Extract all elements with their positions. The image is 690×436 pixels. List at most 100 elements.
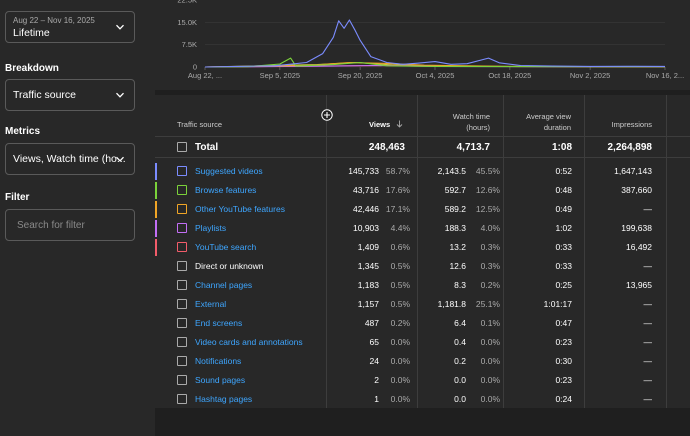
traffic-source-link[interactable]: Other YouTube features [195, 204, 285, 214]
series-color-bar [155, 220, 157, 237]
avg-duration-value: 0:47 [555, 318, 572, 328]
views-value: 24 [369, 356, 379, 366]
avg-duration-value: 0:30 [555, 356, 572, 366]
series-color-bar [155, 163, 157, 180]
views-percent: 4.4% [390, 223, 410, 233]
traffic-source-link[interactable]: Channel pages [195, 280, 253, 290]
table-row: Hashtag pages 1 0.0% 0.0 0.0% 0:24 — [155, 390, 690, 409]
impressions-value: — [643, 299, 653, 309]
total-impressions: 2,264,898 [607, 142, 653, 153]
row-checkbox[interactable] [177, 242, 187, 252]
breakdown-label: Breakdown [5, 63, 59, 74]
watch-time-percent: 0.3% [480, 261, 500, 271]
views-value: 43,716 [353, 185, 379, 195]
row-checkbox[interactable] [177, 318, 187, 328]
total-label: Total [195, 142, 219, 153]
chevron-down-icon [116, 156, 124, 162]
avg-duration-value: 0:25 [555, 280, 572, 290]
column-divider [326, 95, 327, 408]
table-row: Suggested videos 145,733 58.7% 2,143.5 45.5%… [155, 162, 690, 181]
watch-time-value: 12.6 [449, 261, 466, 271]
series-color-bar [155, 182, 157, 199]
row-checkbox[interactable] [177, 356, 187, 366]
row-checkbox[interactable] [177, 185, 187, 195]
header-views[interactable]: Views [369, 120, 403, 159]
watch-time-value: 8.3 [454, 280, 466, 290]
views-percent: 58.7% [385, 166, 410, 176]
header-avg-view-duration[interactable]: Average view duration [510, 111, 571, 150]
row-checkbox[interactable] [177, 394, 187, 404]
header-avd-line2: duration [543, 123, 571, 132]
views-value: 10,903 [353, 223, 379, 233]
views-percent: 0.5% [390, 261, 410, 271]
watch-time-value: 188.3 [444, 223, 466, 233]
arrow-down-icon [396, 120, 403, 128]
views-line-chart: 22.5K 0 7.5K 15.0K Aug 22, ... Sep 5, 2025 Sep… [155, 0, 690, 90]
metrics-select[interactable]: Views, Watch time (ho... [5, 143, 135, 175]
views-percent: 0.5% [390, 280, 410, 290]
impressions-value: — [643, 394, 653, 404]
x-tick-label: Aug 22, ... [188, 71, 222, 80]
table-row: End screens 487 0.2% 6.4 0.1% 0:47 — [155, 314, 690, 333]
traffic-source-link[interactable]: Sound pages [195, 375, 246, 385]
y-tick-label: 0 [193, 63, 197, 72]
views-value: 1,157 [357, 299, 379, 309]
column-divider [417, 95, 418, 408]
chart-svg: 22.5K 0 7.5K 15.0K Aug 22, ... Sep 5, 2025 Sep… [177, 0, 684, 80]
total-checkbox[interactable] [177, 142, 187, 152]
watch-time-percent: 0.0% [480, 356, 500, 366]
impressions-value: 387,660 [621, 185, 652, 195]
table-row: Channel pages 1,183 0.5% 8.3 0.2% 0:25 13,965 [155, 276, 690, 295]
watch-time-value: 589.2 [444, 204, 466, 214]
y-tick-label: 22.5K [177, 0, 197, 5]
traffic-source-link[interactable]: End screens [195, 318, 243, 328]
impressions-value: — [643, 356, 653, 366]
row-checkbox[interactable] [177, 337, 187, 347]
row-checkbox[interactable] [177, 204, 187, 214]
table-row: Notifications 24 0.0% 0.2 0.0% 0:30 — [155, 352, 690, 371]
filter-search-input[interactable] [5, 209, 135, 241]
avg-duration-value: 0:49 [555, 204, 572, 214]
row-checkbox[interactable] [177, 299, 187, 309]
sidebar: Aug 22 – Nov 16, 2025 Lifetime Breakdown… [0, 0, 148, 436]
traffic-source-link[interactable]: Playlists [195, 223, 227, 233]
avg-duration-value: 0:24 [555, 394, 572, 404]
row-checkbox[interactable] [177, 280, 187, 290]
traffic-source-link[interactable]: External [195, 299, 227, 309]
row-checkbox[interactable] [177, 166, 187, 176]
header-watch-time[interactable]: Watch time (hours) [427, 111, 490, 150]
impressions-value: 199,638 [621, 223, 652, 233]
traffic-source-link[interactable]: Hashtag pages [195, 394, 253, 404]
breakdown-select[interactable]: Traffic source [5, 79, 135, 111]
column-divider [584, 95, 585, 408]
date-range-select[interactable]: Aug 22 – Nov 16, 2025 Lifetime [5, 11, 135, 43]
watch-time-value: 6.4 [454, 318, 466, 328]
breakdown-value: Traffic source [13, 89, 77, 101]
x-tick-label: Oct 18, 2025 [488, 71, 531, 80]
views-percent: 0.0% [390, 356, 410, 366]
traffic-source-link[interactable]: YouTube search [195, 242, 257, 252]
watch-time-percent: 0.0% [480, 337, 500, 347]
traffic-source-link[interactable]: Suggested videos [195, 166, 263, 176]
row-checkbox[interactable] [177, 261, 187, 271]
traffic-source-link[interactable]: Notifications [195, 356, 242, 366]
views-value: 42,446 [353, 204, 379, 214]
y-tick-label: 15.0K [177, 18, 197, 27]
add-column-icon[interactable] [321, 109, 333, 121]
series-color-bar [155, 239, 157, 256]
traffic-source-link[interactable]: Video cards and annotations [195, 337, 303, 347]
header-watch-line1: Watch time [452, 112, 490, 121]
row-checkbox[interactable] [177, 375, 187, 385]
impressions-value: — [643, 375, 653, 385]
views-value: 1,345 [357, 261, 379, 271]
x-tick-label: Oct 4, 2025 [416, 71, 455, 80]
impressions-value: 16,492 [626, 242, 652, 252]
table-row: Other YouTube features 42,446 17.1% 589.2 12… [155, 200, 690, 219]
chevron-down-icon [116, 92, 124, 98]
row-checkbox[interactable] [177, 223, 187, 233]
impressions-value: — [643, 261, 653, 271]
header-impressions[interactable]: Impressions [611, 120, 652, 129]
header-watch-line2: (hours) [466, 123, 490, 132]
watch-time-percent: 12.6% [475, 185, 500, 195]
traffic-source-link[interactable]: Browse features [195, 185, 257, 195]
